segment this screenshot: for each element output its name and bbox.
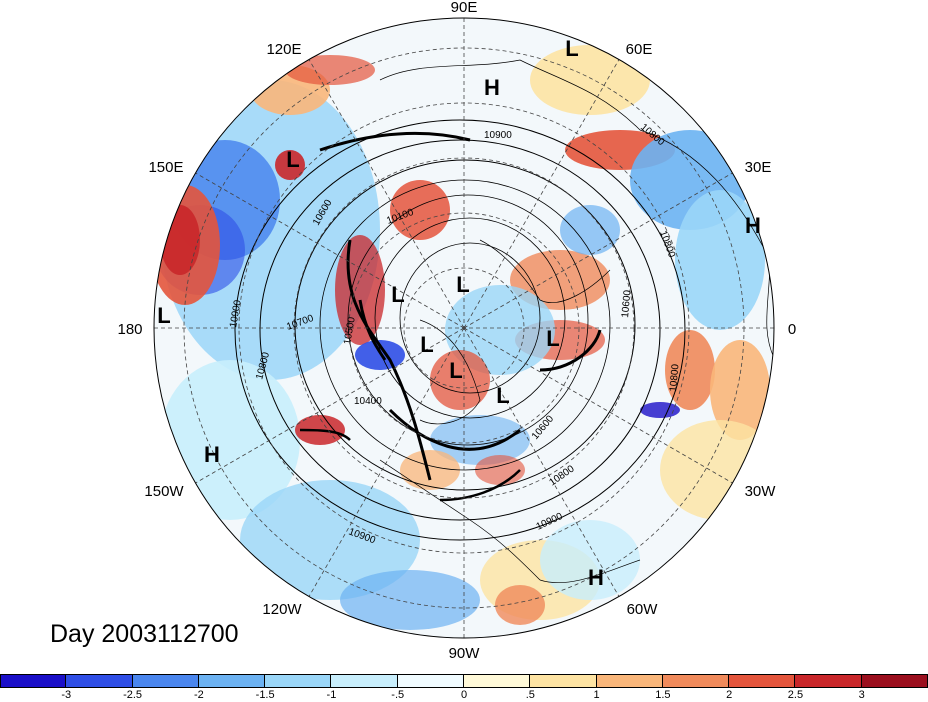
colorbar-label: -3 xyxy=(61,689,72,701)
height-contours xyxy=(234,119,686,541)
map-boundary xyxy=(153,17,775,639)
pressure-marker: L xyxy=(565,36,578,61)
colorbar-segment xyxy=(265,674,332,688)
colorbar-label: .5 xyxy=(525,689,535,701)
pressure-marker: L xyxy=(157,303,170,328)
lon-label-150w: 150W xyxy=(144,483,184,500)
colorbar-label: 1.5 xyxy=(655,689,671,701)
lon-label-120w: 120W xyxy=(262,601,302,618)
pressure-marker: L xyxy=(420,332,433,357)
contour-label: 10500 xyxy=(342,316,358,346)
colorbar-frame xyxy=(0,674,928,688)
colorbar-segment xyxy=(0,674,67,688)
lon-label-120e: 120E xyxy=(266,41,301,58)
colorbar-segment xyxy=(795,674,862,688)
colorbar-label: -1.5 xyxy=(255,689,275,701)
pressure-marker: L xyxy=(456,272,469,297)
pressure-marker: L xyxy=(496,383,509,408)
colorbar-label: 3 xyxy=(858,689,865,701)
colorbar-segment xyxy=(66,674,133,688)
lon-label-180: 180 xyxy=(117,321,142,338)
colorbar: -3 -2.5 -2 -1.5 -1 -.5 0 .5 1 1.5 2 2.5 3 xyxy=(0,674,928,702)
colorbar-segment xyxy=(530,674,597,688)
colorbar-segment xyxy=(596,674,663,688)
colorbar-segment xyxy=(464,674,531,688)
colorbar-segment xyxy=(198,674,266,688)
meridians xyxy=(154,18,774,638)
date-label: Day 2003112700 xyxy=(50,620,239,648)
pressure-marker: H xyxy=(588,565,604,590)
colorbar-label: 2.5 xyxy=(787,689,804,701)
colorbar-label: 0 xyxy=(460,689,468,701)
colorbar-label: -.5 xyxy=(391,689,405,701)
pressure-marker: L xyxy=(391,282,404,307)
colorbar-label: -1 xyxy=(326,689,337,701)
colorbar-segment xyxy=(397,674,464,688)
colorbar-label: -2.5 xyxy=(123,689,143,701)
lon-label-60w: 60W xyxy=(627,601,659,618)
pressure-marker: H xyxy=(204,442,220,467)
contour-label: 10600 xyxy=(620,289,633,318)
lon-label-90w: 90W xyxy=(449,645,481,662)
lon-label-0: 0 xyxy=(788,321,796,338)
lon-label-90e: 90E xyxy=(451,0,478,16)
lon-label-30e: 30E xyxy=(745,159,772,176)
pressure-marker: L xyxy=(546,326,559,351)
colorbar-segment xyxy=(662,674,730,688)
lon-label-150e: 150E xyxy=(148,159,183,176)
longitude-labels: 90E 60E 30E 0 30W 60W 90W 120W 150W 180 … xyxy=(117,0,796,662)
pressure-marker: L xyxy=(286,147,299,172)
colorbar-label: 2 xyxy=(726,689,733,701)
colorbar-segment xyxy=(729,674,796,688)
colorbar-label: -2 xyxy=(193,689,204,701)
colorbar-label: 1 xyxy=(593,689,600,701)
pressure-marker: H xyxy=(745,213,761,238)
contour-label: 10900 xyxy=(228,299,244,329)
colorbar-segment xyxy=(331,674,398,688)
pressure-marker: H xyxy=(484,75,500,100)
colorbar-segment xyxy=(132,674,199,688)
pressure-markers: L H L H L L L L L L L H H xyxy=(157,36,761,590)
contour-label: 10900 xyxy=(484,130,512,141)
lon-label-30w: 30W xyxy=(745,483,777,500)
lon-label-60e: 60E xyxy=(626,41,653,58)
contour-label: 10800 xyxy=(668,363,681,392)
contour-label: 10400 xyxy=(354,396,382,407)
pressure-marker: L xyxy=(449,358,462,383)
